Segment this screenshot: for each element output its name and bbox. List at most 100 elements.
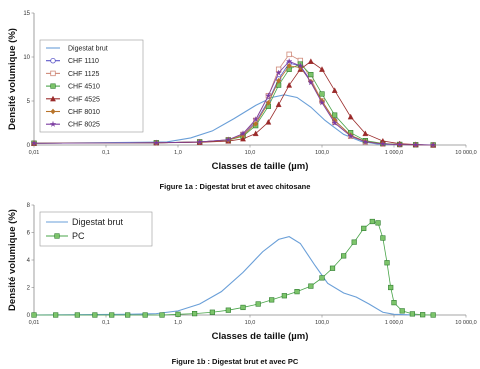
data-point (384, 260, 390, 266)
chart-1b-legend-box (39, 211, 153, 247)
data-point (318, 99, 326, 106)
data-point (308, 72, 314, 78)
data-point (294, 289, 300, 295)
legend-item: CHF 8010 (46, 108, 100, 116)
legend-item: CHF 8025 (46, 120, 100, 129)
data-point (142, 312, 148, 318)
legend-label: CHF 8025 (68, 122, 100, 129)
y-tick-label: 2 (27, 286, 31, 292)
data-point (125, 312, 131, 318)
legend-item: Digestat brut (46, 217, 124, 227)
legend-label: CHF 1110 (68, 58, 99, 65)
data-point (331, 87, 338, 93)
data-point (286, 62, 292, 69)
chart-1a-caption: Figure 1a : Digestat brut et avec chitos… (160, 182, 311, 191)
data-point (319, 91, 325, 97)
chart-1a-y-axis-title: Densité volumique (%) (7, 28, 18, 130)
data-point (361, 225, 367, 231)
legend-swatch-marker (50, 95, 56, 102)
x-tick-label: 1 000,0 (385, 150, 403, 156)
legend-label: Digestat brut (72, 217, 124, 227)
data-point (31, 312, 37, 318)
data-point (269, 297, 275, 303)
data-point (253, 120, 259, 127)
data-point (30, 139, 38, 147)
chart-1b-y-axis-title: Densité volumique (%) (7, 209, 18, 311)
data-point (255, 301, 261, 307)
y-tick-label: 15 (23, 11, 30, 17)
data-point (409, 311, 415, 317)
legend-item: CHF 4525 (46, 95, 100, 103)
data-point (159, 312, 165, 318)
data-point (196, 138, 203, 145)
legend-item: CHF 1110 (46, 58, 99, 65)
data-point (252, 116, 259, 123)
data-point (388, 284, 394, 291)
legend-label: Digestat brut (68, 46, 108, 53)
data-point (347, 113, 354, 120)
data-point (307, 58, 314, 64)
chart-1b-x-axis-title: Classes de taille (µm) (212, 331, 309, 342)
data-point (286, 51, 292, 58)
legend-label: PC (72, 231, 85, 241)
data-point (375, 220, 381, 226)
series-line (33, 236, 416, 316)
legend-swatch-marker (50, 58, 56, 64)
data-point (109, 312, 115, 318)
series-digestat-brut (33, 236, 416, 316)
data-point (209, 309, 215, 315)
data-point (396, 141, 403, 148)
data-point (265, 118, 272, 125)
legend-swatch-marker (50, 108, 56, 115)
y-tick-label: 5 (27, 99, 31, 105)
data-point (391, 300, 397, 306)
chart-1b: 0,01 0,1 1,0 10,0 100,0 1 000,0 10 000,0 0 2 4 6 8… (7, 203, 477, 366)
data-point (341, 253, 347, 259)
data-point (347, 132, 354, 139)
data-point (297, 62, 304, 69)
data-point (265, 99, 271, 106)
x-tick-label: 0,01 (29, 320, 40, 326)
x-tick-label: 10,0 (245, 320, 256, 326)
legend-label: CHF 4525 (68, 96, 100, 103)
x-tick-label: 10 000,0 (455, 320, 476, 326)
data-point (351, 239, 357, 245)
legend-swatch-marker (50, 83, 56, 89)
x-tick-label: 0,01 (29, 150, 40, 156)
x-tick-label: 100,0 (315, 150, 329, 156)
data-point (240, 135, 246, 142)
data-point (285, 57, 293, 65)
legend-item: CHF 4510 (46, 83, 100, 91)
data-point (240, 304, 246, 311)
data-point (369, 218, 375, 225)
data-point (319, 66, 325, 72)
data-point (362, 130, 369, 137)
chart-1a-x-axis-title: Classes de taille (µm) (212, 161, 309, 172)
data-point (286, 82, 293, 88)
data-point (331, 119, 338, 126)
legend-label: CHF 1125 (68, 71, 99, 78)
chart-1b-caption: Figure 1b : Digestat brut et avec PC (172, 357, 299, 366)
legend-label: CHF 8010 (68, 109, 100, 116)
data-point (239, 130, 247, 137)
data-point (319, 275, 325, 281)
data-point (275, 69, 282, 76)
y-tick-label: 0 (27, 143, 31, 149)
data-point (74, 312, 80, 318)
data-point (308, 283, 314, 289)
data-point (399, 308, 405, 314)
data-point (153, 139, 160, 146)
y-tick-label: 10 (23, 55, 30, 61)
x-tick-label: 1,0 (174, 150, 182, 156)
legend-swatch-marker (50, 70, 56, 77)
data-point (92, 312, 98, 318)
data-point (225, 136, 232, 143)
data-point (379, 140, 387, 147)
data-point (380, 235, 386, 241)
x-tick-label: 100,0 (315, 320, 329, 326)
x-tick-label: 1 000,0 (385, 320, 403, 326)
data-point (430, 312, 436, 318)
data-point (252, 130, 259, 137)
data-point (362, 138, 369, 145)
